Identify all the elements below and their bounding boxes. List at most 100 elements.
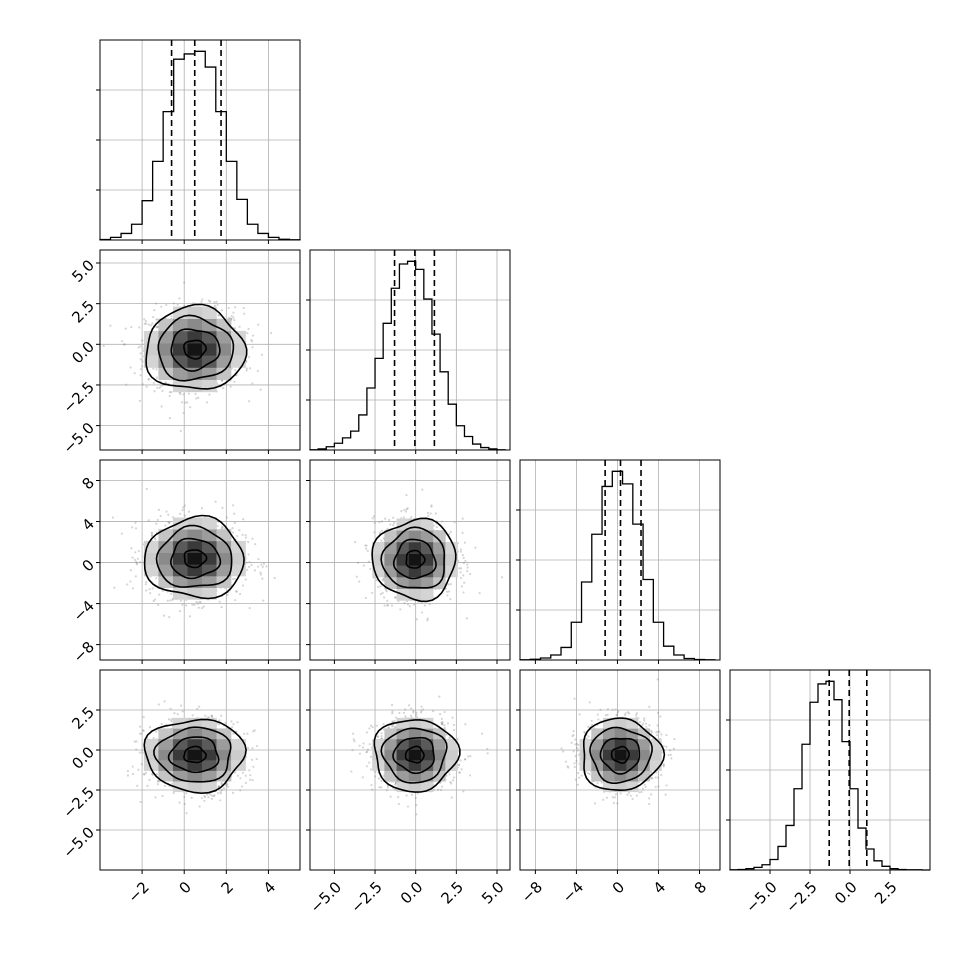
- scatter-point: [151, 534, 154, 537]
- scatter-point: [262, 599, 265, 602]
- scatter-point: [406, 603, 410, 606]
- scatter-point: [390, 703, 394, 707]
- scatter-point: [462, 790, 465, 793]
- scatter-point: [142, 773, 146, 776]
- scatter-point: [643, 719, 646, 722]
- scatter-point: [464, 559, 467, 563]
- scatter-point: [157, 508, 160, 511]
- scatter-point: [643, 783, 646, 786]
- density-cell: [408, 781, 422, 793]
- scatter-point: [364, 544, 367, 547]
- scatter-point: [379, 592, 382, 596]
- scatter-point: [248, 356, 251, 359]
- scatter-point: [440, 722, 443, 725]
- scatter-point: [669, 749, 672, 752]
- y-tick-label: 5.0: [68, 256, 98, 286]
- scatter-point: [560, 747, 563, 750]
- scatter-point: [590, 719, 593, 722]
- scatter-point: [366, 750, 369, 753]
- scatter-point: [191, 714, 194, 717]
- scatter-point: [139, 358, 142, 361]
- scatter-point: [572, 750, 575, 753]
- scatter-point: [613, 796, 616, 799]
- density-cell: [408, 728, 422, 740]
- density-cell: [420, 760, 434, 771]
- scatter-point: [386, 599, 389, 602]
- scatter-point: [448, 737, 451, 740]
- scatter-point: [587, 772, 590, 775]
- scatter-point: [432, 709, 435, 713]
- density-cell: [614, 781, 627, 793]
- pair-panel-2-3: [516, 669, 721, 874]
- scatter-point: [172, 791, 175, 795]
- scatter-point: [670, 757, 673, 760]
- scatter-point: [450, 782, 453, 785]
- scatter-point: [168, 394, 171, 398]
- scatter-point: [232, 732, 235, 735]
- density-cell: [602, 717, 615, 729]
- density-cell: [187, 343, 203, 356]
- scatter-point: [354, 541, 357, 544]
- scatter-point: [142, 715, 145, 719]
- scatter-point: [220, 714, 223, 717]
- density-cell: [602, 749, 615, 761]
- scatter-point: [410, 515, 413, 519]
- scatter-point: [440, 721, 443, 724]
- scatter-point: [397, 802, 400, 806]
- scatter-point: [390, 604, 394, 607]
- scatter-point: [210, 794, 213, 797]
- scatter-point: [147, 378, 150, 381]
- scatter-point: [239, 777, 242, 780]
- scatter-point: [251, 334, 255, 337]
- scatter-point: [144, 319, 148, 323]
- scatter-point: [247, 553, 250, 556]
- scatter-point: [152, 599, 155, 603]
- scatter-point: [458, 567, 461, 570]
- scatter-point: [385, 590, 388, 593]
- scatter-point: [397, 795, 400, 799]
- scatter-point: [113, 586, 116, 589]
- scatter-point: [352, 732, 355, 735]
- density-cell: [602, 770, 615, 782]
- scatter-point: [410, 793, 414, 796]
- scatter-point: [156, 318, 159, 321]
- scatter-point: [250, 758, 254, 761]
- scatter-point: [140, 365, 144, 368]
- density-cell: [420, 530, 434, 543]
- scatter-point: [210, 714, 213, 717]
- scatter-point: [635, 713, 638, 717]
- scatter-point: [139, 374, 142, 377]
- scatter-point: [227, 306, 230, 310]
- density-cell: [433, 738, 446, 750]
- scatter-point: [446, 722, 450, 725]
- scatter-point: [136, 557, 140, 560]
- scatter-point: [443, 726, 446, 729]
- scatter-point: [353, 740, 356, 743]
- density-cell: [187, 529, 203, 542]
- scatter-point: [220, 788, 224, 791]
- scatter-point: [394, 781, 398, 784]
- scatter-point: [209, 793, 212, 796]
- scatter-point: [208, 299, 211, 302]
- density-cell: [433, 553, 446, 566]
- scatter-point: [146, 784, 149, 787]
- x-tick-label: 0: [175, 878, 194, 897]
- scatter-point: [257, 323, 260, 326]
- scatter-point: [651, 776, 654, 780]
- scatter-point: [631, 797, 634, 801]
- scatter-point: [377, 585, 380, 588]
- scatter-point: [138, 725, 142, 728]
- marginal-panel-2: [516, 459, 721, 664]
- scatter-point: [183, 281, 186, 284]
- scatter-point: [179, 512, 182, 515]
- scatter-point: [573, 765, 576, 769]
- scatter-point: [387, 726, 390, 729]
- density-cell: [433, 565, 446, 578]
- density-cell: [172, 749, 188, 761]
- scatter-point: [350, 770, 353, 773]
- density-cell: [445, 541, 458, 554]
- scatter-point: [500, 576, 504, 579]
- density-cell: [187, 760, 203, 771]
- scatter-point: [167, 520, 170, 524]
- scatter-point: [656, 734, 659, 737]
